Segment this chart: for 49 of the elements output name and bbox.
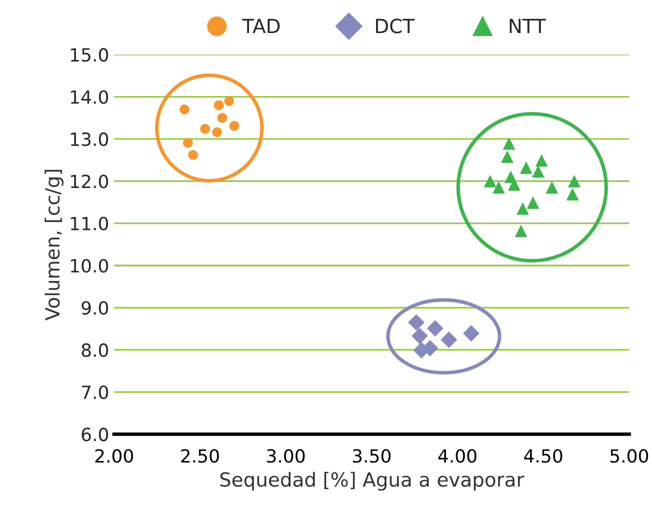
point: [566, 188, 579, 200]
point: [200, 124, 210, 134]
point: [526, 196, 540, 209]
x-tick-label: 5.00: [610, 449, 648, 463]
point: [214, 100, 224, 110]
point: [501, 150, 514, 163]
legend-label: DCT: [376, 18, 415, 34]
point: [183, 138, 193, 148]
y-tick-label: 9.0: [82, 301, 108, 315]
x-axis-title: Sequedad [%] Agua a evaporar: [220, 472, 524, 491]
y-tick-label: 6.0: [82, 428, 108, 442]
x-tick-label: 3.00: [267, 449, 305, 463]
point: [229, 120, 240, 131]
point: [463, 325, 480, 342]
point: [408, 314, 424, 331]
point: [535, 154, 548, 167]
point: [212, 127, 222, 138]
point: [411, 328, 428, 344]
point: [546, 181, 558, 194]
legend-label: NTT: [510, 18, 546, 34]
x-tick-label: 4.00: [438, 449, 476, 463]
x-tick-label: 3.50: [352, 449, 391, 463]
y-tick-label: 10.0: [71, 258, 108, 273]
y-axis-title: Volumen, [cc/g]: [44, 170, 64, 320]
point: [180, 104, 190, 114]
point: [532, 165, 544, 178]
point: [440, 332, 458, 348]
point: [502, 137, 516, 150]
y-tick-label: 8.0: [82, 343, 108, 357]
point: [520, 161, 532, 174]
x-tick-label: 4.50: [524, 449, 562, 463]
y-tick-label: 14.0: [71, 90, 108, 104]
point: [426, 320, 444, 337]
y-tick-label: 12.0: [71, 174, 108, 188]
point: [224, 96, 234, 106]
point: [484, 174, 496, 188]
y-tick-label: 15.0: [71, 48, 108, 62]
x-tick-label: 2.00: [95, 449, 133, 463]
point: [188, 150, 198, 160]
y-tick-label: 11.0: [71, 216, 108, 230]
point: [514, 224, 528, 238]
point: [516, 202, 529, 215]
x-tick-label: 2.50: [181, 449, 219, 463]
point: [492, 181, 505, 194]
legend-label: TAD: [242, 18, 280, 34]
y-tick-label: 7.0: [82, 385, 108, 400]
point: [568, 174, 580, 188]
point: [217, 112, 228, 123]
y-tick-label: 13.0: [71, 132, 108, 146]
